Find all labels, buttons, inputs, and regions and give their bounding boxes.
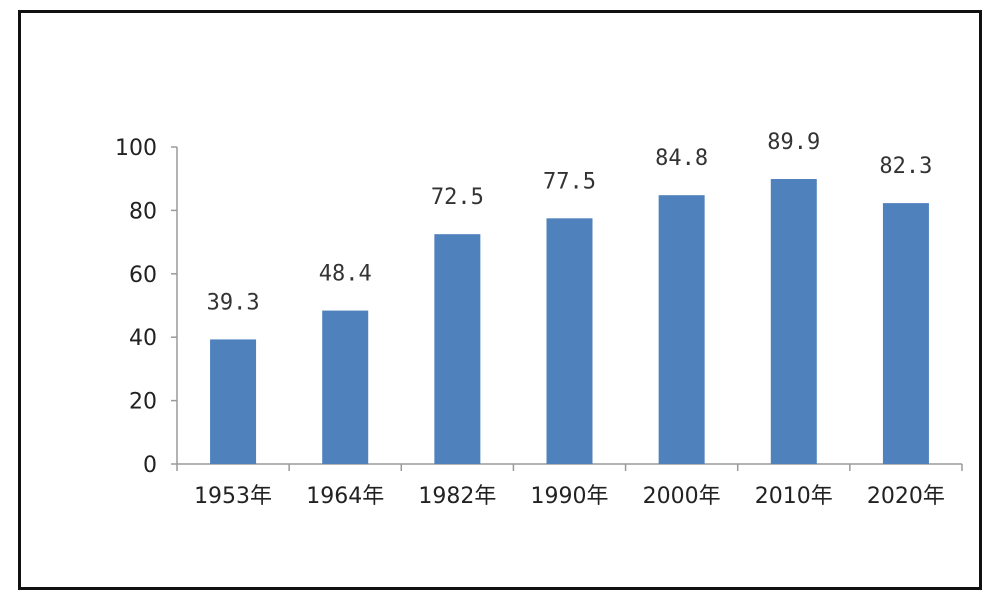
bar [434,234,481,464]
bar [210,339,257,464]
y-tick-label: 80 [129,199,157,224]
bars [210,179,929,464]
y-tick-label: 100 [115,136,157,161]
data-label: 84.8 [655,146,708,171]
data-label: 77.5 [543,169,596,194]
bar [322,310,369,464]
y-tick-label: 20 [129,390,157,415]
data-label: 39.3 [207,290,260,315]
x-axis: 1953年 1964年 1982年 1990年 2000年 2010年 2020年 [176,463,963,509]
y-axis: 0 20 40 60 80 100 [115,136,178,478]
x-tick-label: 1964年 [306,484,384,509]
data-label: 72.5 [431,185,484,210]
chart-frame [18,10,982,590]
data-label: 89.9 [767,130,820,155]
x-tick-label: 1990年 [531,484,609,509]
x-tick-label: 2010年 [755,484,833,509]
y-tick-label: 0 [143,453,157,478]
bar [882,203,929,464]
y-tick-label: 60 [129,263,157,288]
bar [658,195,705,464]
x-tick-label: 2020年 [867,484,945,509]
data-label: 82.3 [879,154,932,179]
y-tick-label: 40 [129,326,157,351]
data-labels: 39.3 48.4 72.5 77.5 84.8 89.9 82.3 [207,130,933,315]
bar [770,179,817,464]
bar [546,218,593,464]
x-tick-label: 2000年 [643,484,721,509]
data-label: 48.4 [319,262,372,287]
x-tick-label: 1982年 [418,484,496,509]
x-tick-label: 1953年 [194,484,272,509]
